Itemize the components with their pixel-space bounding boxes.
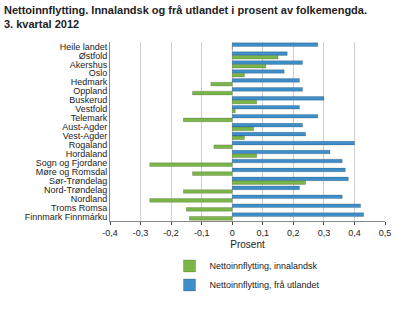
- svg-text:Vestfold: Vestfold: [75, 104, 107, 114]
- svg-text:0,2: 0,2: [287, 228, 300, 238]
- svg-text:Sogn og Fjordane: Sogn og Fjordane: [36, 158, 108, 168]
- svg-text:Hordaland: Hordaland: [66, 149, 108, 159]
- svg-text:0,5: 0,5: [379, 228, 392, 238]
- svg-text:0,3: 0,3: [318, 228, 331, 238]
- svg-text:Nettoinnflytting, frå utlandet: Nettoinnflytting, frå utlandet: [210, 280, 320, 290]
- svg-text:Aust-Agder: Aust-Agder: [62, 122, 107, 132]
- svg-text:Østfold: Østfold: [79, 51, 108, 61]
- svg-text:Rogaland: Rogaland: [69, 140, 108, 150]
- svg-text:Heile landet: Heile landet: [60, 42, 108, 52]
- svg-text:-0,3: -0,3: [133, 228, 149, 238]
- svg-text:Sør-Trøndelag: Sør-Trøndelag: [49, 176, 107, 186]
- svg-text:Troms Romsa: Troms Romsa: [51, 203, 107, 213]
- svg-text:Nordland: Nordland: [71, 194, 108, 204]
- svg-text:Telemark: Telemark: [71, 113, 108, 123]
- svg-text:Oslo: Oslo: [89, 68, 108, 78]
- svg-text:Nettoinnflytting. Innalandsk o: Nettoinnflytting. Innalandsk og frå utla…: [4, 4, 367, 30]
- svg-text:Oppland: Oppland: [73, 86, 107, 96]
- svg-text:Hedmark: Hedmark: [71, 77, 108, 87]
- svg-text:Prosent: Prosent: [230, 239, 265, 250]
- svg-text:Nord-Trøndelag: Nord-Trøndelag: [44, 185, 107, 195]
- svg-text:Møre og Romsdal: Møre og Romsdal: [36, 167, 108, 177]
- svg-text:Nettoinnflytting, innalandsk: Nettoinnflytting, innalandsk: [210, 261, 318, 271]
- svg-text:Vest-Agder: Vest-Agder: [63, 131, 108, 141]
- svg-text:0: 0: [230, 228, 235, 238]
- svg-text:-0,1: -0,1: [194, 228, 210, 238]
- svg-text:-0,2: -0,2: [163, 228, 179, 238]
- svg-text:Akershus: Akershus: [70, 60, 108, 70]
- svg-text:0,1: 0,1: [257, 228, 270, 238]
- svg-text:Buskerud: Buskerud: [69, 95, 107, 105]
- svg-text:Finnmark Finnmárku: Finnmark Finnmárku: [25, 212, 108, 222]
- svg-text:0,4: 0,4: [348, 228, 361, 238]
- svg-text:-0,4: -0,4: [102, 228, 118, 238]
